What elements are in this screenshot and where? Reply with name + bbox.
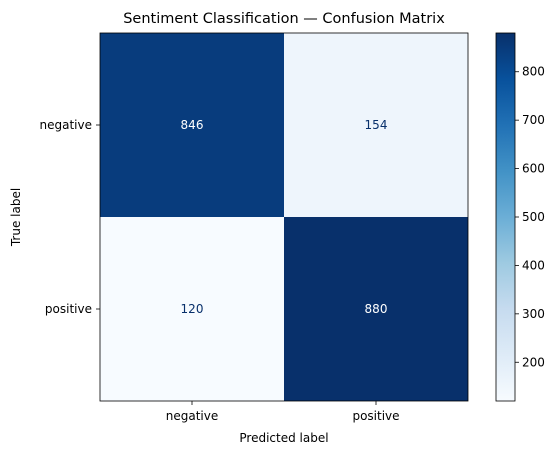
x-tick-label: negative [166, 409, 218, 423]
cell-value-label: 880 [365, 302, 388, 316]
x-tick-label: positive [352, 409, 399, 423]
matrix-cell-0-1 [284, 33, 468, 217]
cell-value-label: 154 [365, 118, 388, 132]
x-axis-label: Predicted label [239, 431, 328, 445]
y-axis-label: True label [9, 188, 23, 247]
plot-frame [99, 32, 469, 402]
colorbar-tick-label: 800 [522, 65, 545, 79]
matrix-cells: 846 154 120 880 [100, 33, 468, 401]
colorbar-tick-label: 200 [522, 355, 545, 369]
matrix-cell-0-0 [100, 33, 284, 217]
chart-title: Sentiment Classification — Confusion Mat… [123, 11, 445, 27]
colorbar [496, 33, 515, 401]
y-axis-ticks: negative positive [40, 118, 100, 316]
colorbar-ticks: 200 300 400 500 600 700 800 [515, 65, 545, 369]
colorbar-tick-label: 700 [522, 113, 545, 127]
cell-value-label: 120 [181, 302, 204, 316]
cell-value-label: 846 [181, 118, 204, 132]
colorbar-tick-label: 600 [522, 162, 545, 176]
y-tick-label: positive [45, 302, 92, 316]
colorbar-tick-label: 400 [522, 258, 545, 272]
y-tick-label: negative [40, 118, 92, 132]
matrix-cell-1-0 [100, 217, 284, 401]
x-axis-ticks: negative positive [166, 401, 400, 423]
colorbar-tick-label: 500 [522, 210, 545, 224]
colorbar-tick-label: 300 [522, 307, 545, 321]
matrix-cell-1-1 [284, 217, 468, 401]
